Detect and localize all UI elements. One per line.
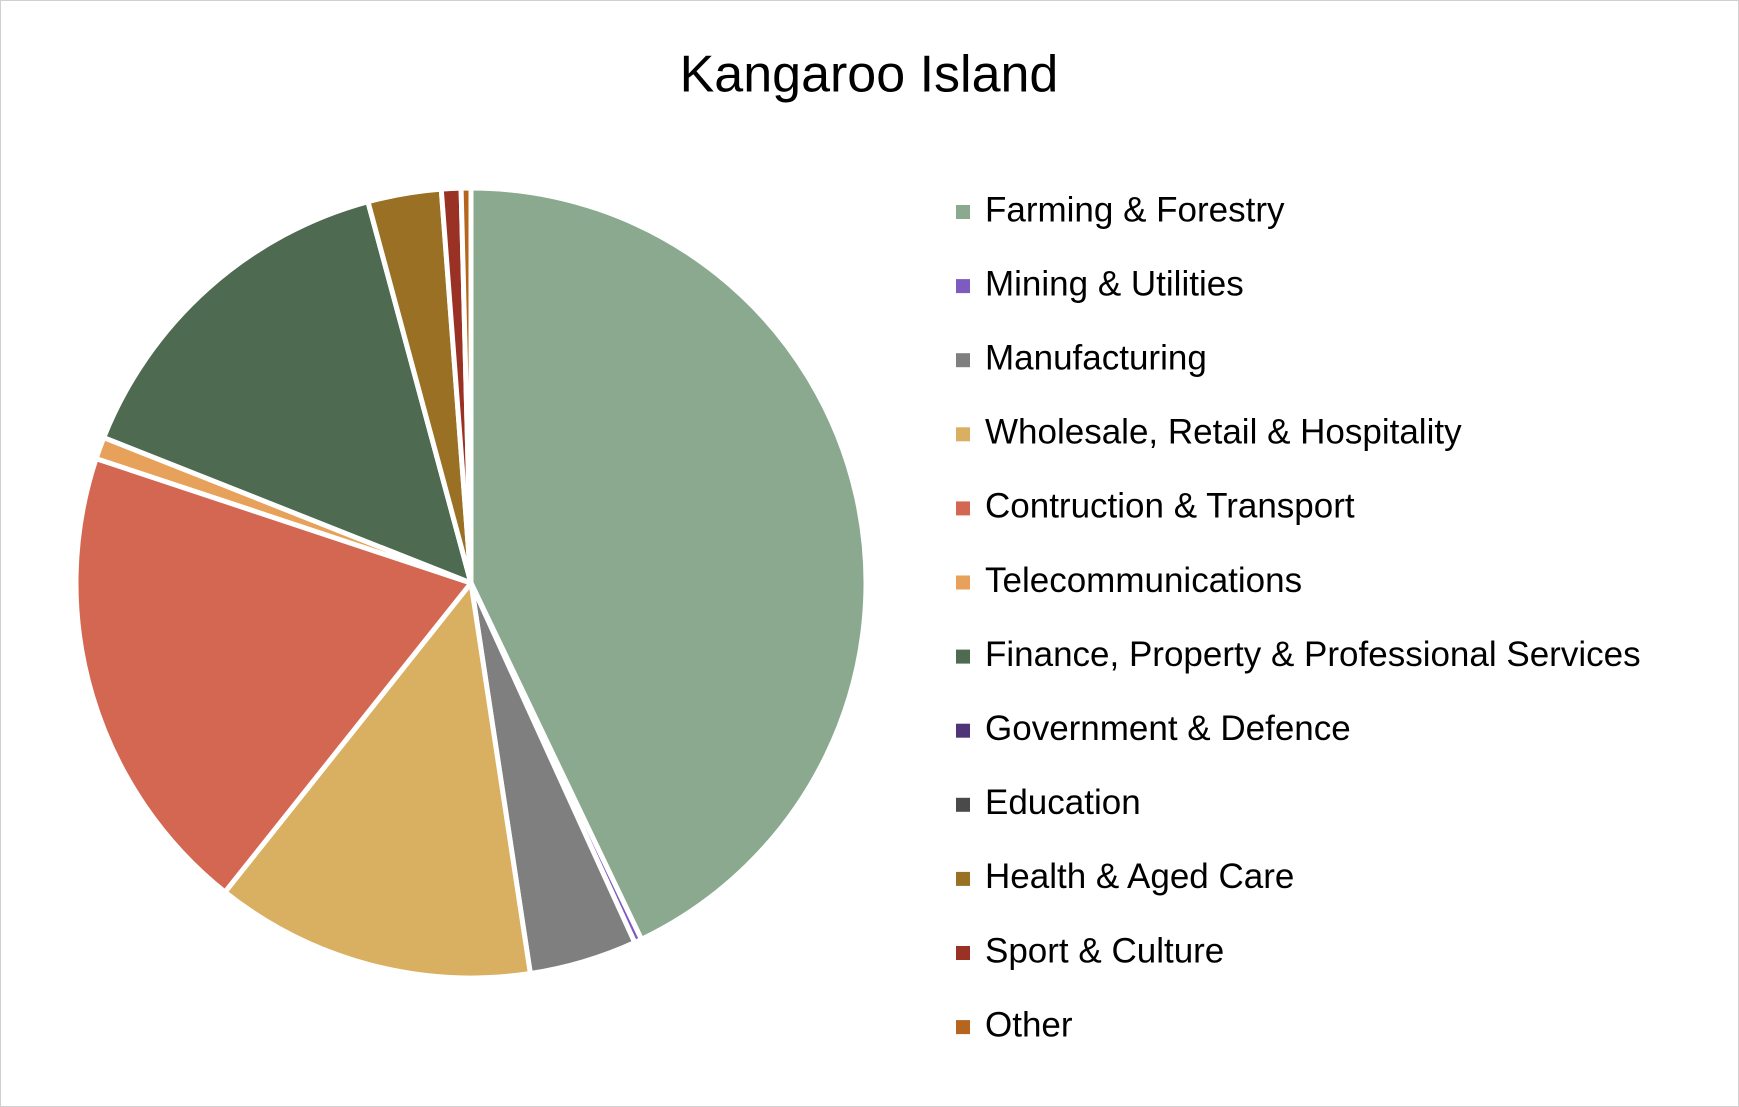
legend-label: Government & Defence <box>985 709 1351 748</box>
legend-marker <box>956 871 970 886</box>
pie-slice <box>222 580 533 981</box>
legend-marker <box>956 575 970 590</box>
pie-slice <box>101 199 474 586</box>
legend-label: Contruction & Transport <box>985 487 1355 526</box>
legend-label: Telecommunications <box>985 561 1302 600</box>
legend-marker <box>956 649 970 664</box>
pie-slice <box>73 456 474 895</box>
legend-marker <box>956 946 970 960</box>
legend-label: Other <box>985 1005 1073 1044</box>
chart-title: Kangaroo Island <box>680 46 1059 104</box>
legend-label: Health & Aged Care <box>985 857 1294 896</box>
pie-slice <box>468 185 869 942</box>
legend-marker <box>956 427 970 442</box>
legend-marker <box>956 205 970 219</box>
legend-label: Wholesale, Retail & Hospitality <box>985 413 1462 452</box>
legend-marker <box>956 279 970 294</box>
legend-marker <box>956 723 970 738</box>
legend-label: Farming & Forestry <box>985 190 1285 229</box>
legend-marker <box>956 353 970 368</box>
legend-label: Mining & Utilities <box>985 264 1244 303</box>
legend-label: Manufacturing <box>985 338 1207 377</box>
legend-marker <box>956 1020 970 1035</box>
legend-label: Sport & Culture <box>985 931 1224 970</box>
legend-label: Finance, Property & Professional Service… <box>985 635 1641 674</box>
legend-label: Education <box>985 783 1141 822</box>
legend-marker <box>956 797 970 812</box>
legend-marker <box>956 501 970 516</box>
pie-slice <box>458 185 474 586</box>
